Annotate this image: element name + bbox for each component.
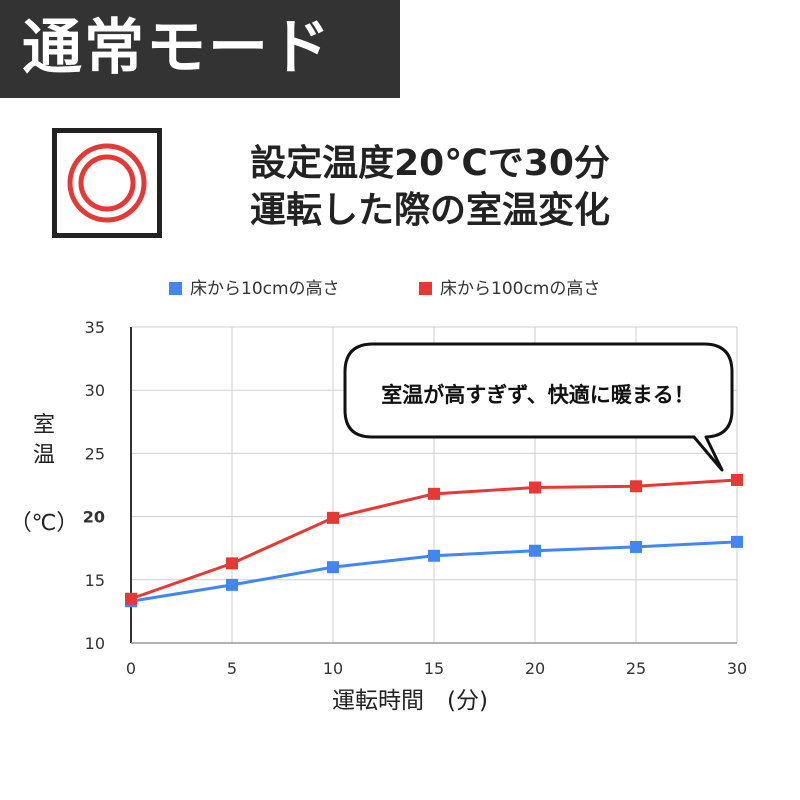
data-point [630, 540, 642, 553]
y-axis-label: 温 [33, 443, 55, 468]
heading-line-2: 運転した際の室温変化 [249, 190, 610, 231]
chart-legend: 床から10cmの高さ 床から100cmの高さ [169, 279, 600, 299]
data-point [529, 481, 541, 494]
heading-line-1: 設定温度20℃で30分 [250, 143, 610, 184]
mode-label: 通常モード [22, 13, 332, 83]
y-tick-label: 15 [85, 571, 105, 590]
y-tick-label: 10 [85, 634, 105, 653]
x-tick-label: 10 [323, 659, 343, 678]
legend-swatch [169, 282, 182, 295]
x-tick-label: 20 [525, 659, 545, 678]
x-tick-label: 5 [227, 659, 237, 678]
chart-heading: 設定温度20℃で30分 運転した際の室温変化 [180, 140, 680, 234]
x-tick-label: 15 [424, 659, 444, 678]
x-tick-label: 0 [126, 659, 136, 678]
y-tick-label: 20 [83, 508, 105, 527]
x-tick-label: 25 [626, 659, 646, 678]
x-tick-labels: 0 5 10 15 20 25 30 [126, 659, 747, 678]
data-point [630, 480, 642, 493]
x-tick-label: 30 [727, 659, 747, 678]
y-tick-label: 30 [85, 381, 105, 400]
data-point [428, 549, 440, 562]
data-point [226, 578, 238, 591]
data-point [731, 473, 743, 486]
data-point [529, 544, 541, 557]
data-point [125, 592, 137, 605]
legend-label: 床から100cmの高さ [440, 279, 600, 299]
chart-axes [130, 327, 737, 644]
data-point [226, 557, 238, 570]
x-axis-label: 運転時間 (分) [332, 688, 488, 714]
y-axis-label: 室 [33, 413, 55, 438]
y-tick-label: 35 [85, 318, 105, 337]
data-point [428, 487, 440, 500]
heater-rings-icon [52, 128, 162, 238]
data-point [327, 511, 339, 524]
callout-shape [343, 342, 734, 472]
mode-banner: 通常モード [0, 0, 400, 98]
data-point [327, 561, 339, 574]
legend-label: 床から10cmの高さ [190, 279, 340, 299]
axis-labels: 室温 （℃） 運転時間 (分) [10, 413, 488, 714]
y-tick-labels: 10 15 20 25 30 35 [83, 318, 105, 653]
data-point [731, 535, 743, 548]
y-axis-label: （℃） [10, 511, 79, 536]
callout-bubble: 室温が高すぎず、快適に暖まる！ [343, 342, 734, 472]
legend-swatch [419, 282, 432, 295]
chart-series [125, 473, 743, 608]
callout-text: 室温が高すぎず、快適に暖まる！ [381, 383, 695, 407]
y-tick-label: 25 [85, 444, 105, 463]
